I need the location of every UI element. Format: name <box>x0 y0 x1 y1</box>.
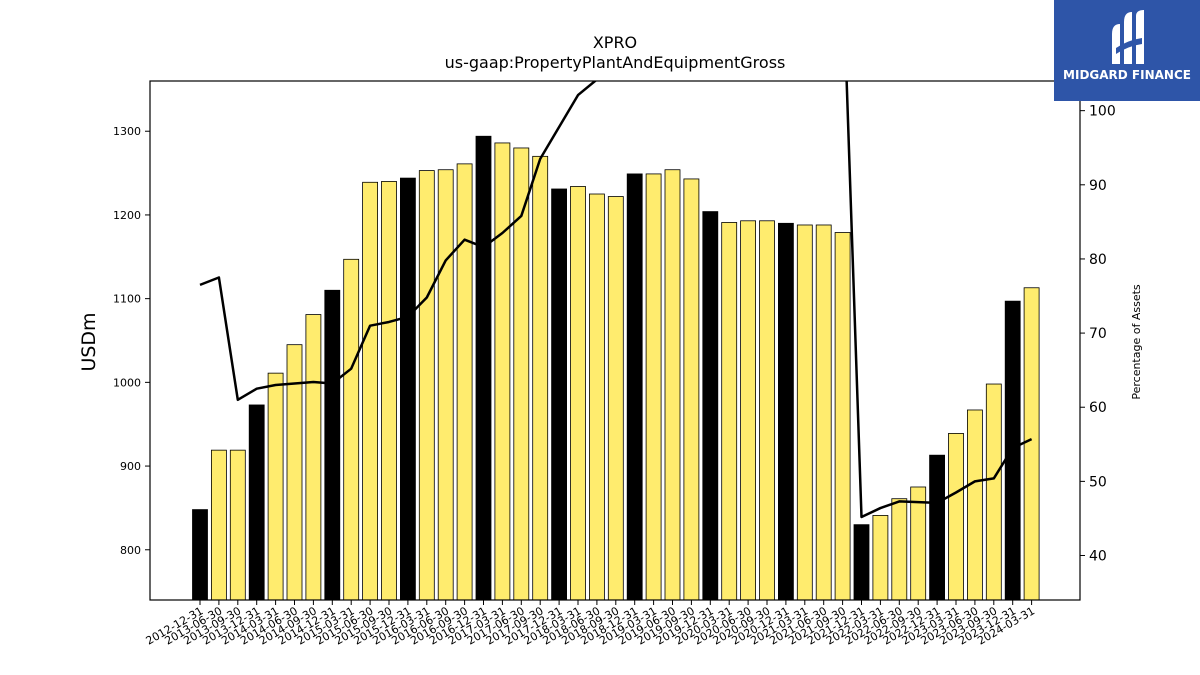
y2-tick-label: 70 <box>1089 326 1107 342</box>
bar-2021-06-30 <box>815 224 832 600</box>
x-axis: 2012-12-312013-06-302013-09-302013-12-31… <box>144 600 1037 648</box>
bar-2022-06-30 <box>891 498 908 600</box>
bar-2015-09-30 <box>381 181 397 600</box>
bar-2021-12-31 <box>853 524 870 600</box>
bar-2023-12-31 <box>1004 300 1021 600</box>
bar-2018-12-31 <box>626 173 643 600</box>
bar-2015-12-31 <box>399 177 416 600</box>
bar-2016-12-31 <box>475 135 492 600</box>
bar-2021-03-31 <box>796 224 813 600</box>
bar-2016-09-30 <box>456 163 473 600</box>
bar-2022-03-31 <box>872 515 889 600</box>
logo-mark-icon <box>1112 10 1144 64</box>
bar-2017-03-31 <box>494 142 511 600</box>
bar-2015-03-31 <box>343 258 360 600</box>
bar-2023-09-30 <box>985 383 1002 600</box>
bar-group <box>192 135 1040 600</box>
bar-2018-06-30 <box>589 193 605 600</box>
y2-tick-label: 50 <box>1089 474 1107 490</box>
y2-axis-label: Percentage of Assets <box>1130 284 1143 400</box>
brand-logo: MIDGARD FINANCE <box>1054 0 1200 101</box>
bar-2013-12-31 <box>248 404 265 600</box>
bar-2022-09-30 <box>910 486 927 600</box>
bar-2014-06-30 <box>286 344 303 600</box>
y-axis-label: USDm <box>78 312 100 371</box>
bar-2014-12-31 <box>324 289 341 600</box>
bar-2023-06-30 <box>967 409 983 600</box>
y2-tick-label: 40 <box>1089 549 1107 565</box>
y-axis-right: 40 50 60 70 80 90 100 <box>1080 104 1116 565</box>
bar-2019-12-31 <box>702 211 719 600</box>
y-tick-label: 1200 <box>113 209 141 222</box>
bar-2020-06-30 <box>740 220 756 600</box>
bar-2018-09-30 <box>607 196 624 600</box>
bar-2016-06-30 <box>437 169 454 600</box>
y-axis-left: 800 900 1000 1100 1200 1300 <box>113 125 150 557</box>
bar-2017-06-30 <box>513 147 530 600</box>
bar-2019-03-31 <box>645 173 662 600</box>
chart-title: XPRO <box>593 33 637 52</box>
y2-tick-label: 60 <box>1089 400 1107 416</box>
bar-2019-06-30 <box>664 169 681 600</box>
bar-2022-12-31 <box>929 454 945 600</box>
bar-2013-09-30 <box>229 449 246 600</box>
line-percentage-of-assets <box>199 81 1033 519</box>
bar-2020-12-31 <box>778 222 794 600</box>
y-tick-label: 900 <box>120 460 141 473</box>
bar-2021-09-30 <box>834 232 851 600</box>
y-tick-label: 800 <box>120 544 141 557</box>
y-tick-label: 1100 <box>113 293 141 306</box>
bar-2014-03-31 <box>267 372 284 600</box>
bar-2024-03-31 <box>1023 287 1040 600</box>
y-tick-label: 1000 <box>113 376 141 389</box>
bar-2023-03-31 <box>948 433 964 600</box>
y-tick-label: 1300 <box>113 125 141 138</box>
bar-2020-09-30 <box>759 220 775 600</box>
bar-2017-09-30 <box>532 155 549 600</box>
bar-2014-09-30 <box>305 314 322 600</box>
line-group <box>199 81 1033 519</box>
bar-2015-06-30 <box>362 181 379 600</box>
bar-2012-12-31 <box>192 509 208 600</box>
logo-text: MIDGARD FINANCE <box>1063 68 1191 82</box>
bar-2019-09-30 <box>683 178 700 600</box>
bar-2013-06-30 <box>210 449 227 600</box>
bar-2017-12-31 <box>551 188 567 600</box>
y2-tick-label: 90 <box>1089 178 1107 194</box>
y2-tick-label: 80 <box>1089 252 1107 268</box>
bar-2016-03-31 <box>418 170 435 600</box>
y2-tick-label: 100 <box>1089 104 1116 120</box>
bar-2018-03-31 <box>570 186 586 600</box>
bar-2020-03-31 <box>721 222 738 600</box>
plot-frame <box>149 80 1081 601</box>
chart-subtitle: us-gaap:PropertyPlantAndEquipmentGross <box>445 53 786 72</box>
